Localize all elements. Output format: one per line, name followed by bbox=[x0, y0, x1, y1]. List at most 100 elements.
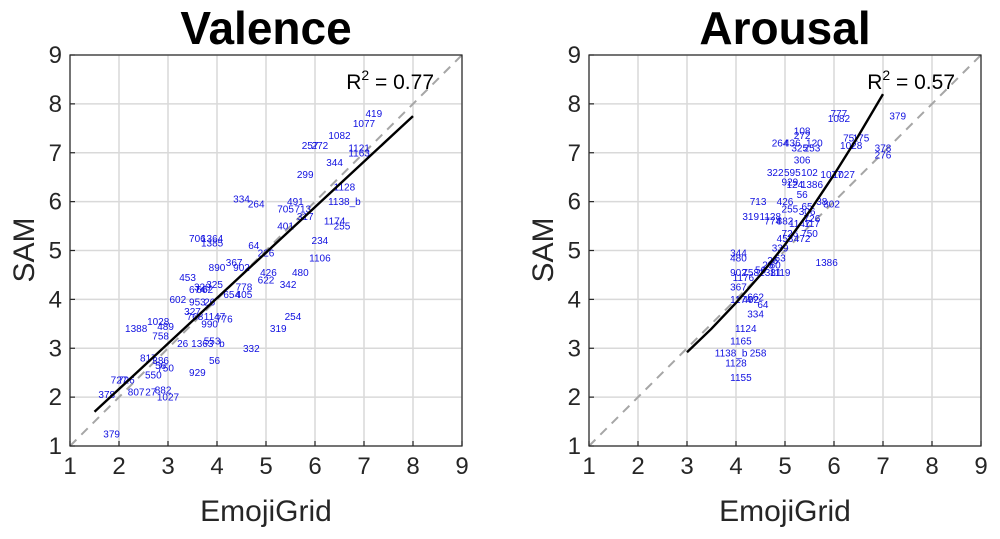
y-tick-label: 9 bbox=[49, 42, 62, 69]
data-point-label: 234 bbox=[312, 236, 329, 247]
data-point-label: 264 bbox=[772, 138, 789, 149]
data-point-label: 367 bbox=[226, 258, 243, 269]
data-point-label: 56 bbox=[755, 266, 767, 277]
data-point-label: 1128 bbox=[725, 358, 747, 369]
data-point-label: 480 bbox=[730, 253, 747, 264]
data-point-label: 1138_b bbox=[715, 349, 748, 360]
y-tick-label: 9 bbox=[568, 42, 581, 69]
data-point-label: 258 bbox=[750, 349, 767, 360]
data-point-label: 1363 bbox=[191, 339, 214, 350]
data-point-label: 325 bbox=[206, 280, 223, 291]
y-axis-label: SAM bbox=[8, 217, 41, 282]
data-point-label: 1381 bbox=[759, 268, 782, 279]
data-point-label: b bbox=[219, 339, 225, 350]
data-point-label: 491 bbox=[287, 197, 304, 208]
data-point-label: 379 bbox=[103, 429, 120, 440]
data-point-label: 378 bbox=[875, 143, 892, 154]
data-point-label: 56 bbox=[797, 190, 809, 201]
data-point-label: 56 bbox=[155, 361, 167, 372]
data-point-label: 56 bbox=[209, 356, 221, 367]
y-tick-label: 3 bbox=[49, 335, 62, 362]
data-point-label: 890 bbox=[209, 263, 226, 274]
data-point-label: 108 bbox=[794, 126, 811, 137]
data-point-label: 654 bbox=[223, 290, 240, 301]
data-point-label: 705 bbox=[277, 204, 294, 215]
data-point-label: 327 bbox=[184, 307, 201, 318]
data-point-label: 264 bbox=[248, 200, 265, 211]
x-tick-label: 1 bbox=[63, 453, 76, 480]
data-point-label: 1119 bbox=[770, 268, 791, 279]
data-point-label: 882 bbox=[777, 217, 794, 228]
y-tick-label: 8 bbox=[568, 91, 581, 118]
data-point-label: 60 bbox=[770, 261, 782, 272]
identity-line bbox=[69, 54, 463, 447]
data-point-label: 386 bbox=[152, 356, 169, 367]
data-point-label: 64 bbox=[757, 300, 769, 311]
data-point-label: 436 bbox=[784, 138, 801, 149]
x-tick-label: 6 bbox=[308, 453, 321, 480]
data-point-label: 75 bbox=[843, 134, 855, 145]
y-tick-label: 2 bbox=[49, 384, 62, 411]
data-point-label: 726 bbox=[804, 214, 821, 225]
data-point-label: 713 bbox=[750, 197, 767, 208]
r-squared-annotation: R2 = 0.77 bbox=[346, 67, 434, 94]
data-point-label: 322 bbox=[767, 168, 784, 179]
x-tick-label: 7 bbox=[876, 453, 889, 480]
x-tick-label: 8 bbox=[925, 453, 938, 480]
data-point-label: 602 bbox=[169, 295, 186, 306]
data-point-label: 1121 bbox=[348, 143, 370, 154]
chart-title: Arousal bbox=[699, 2, 870, 54]
y-tick-label: 3 bbox=[568, 335, 581, 362]
data-point-label: 750 bbox=[801, 229, 818, 240]
y-tick-label: 5 bbox=[568, 238, 581, 265]
data-point-label: 257 bbox=[302, 141, 319, 152]
data-point-label: 379 bbox=[889, 112, 906, 123]
data-point-label: 1386 bbox=[816, 258, 839, 269]
data-point-label: 1028 bbox=[147, 317, 170, 328]
data-point-label: 65 bbox=[801, 202, 813, 213]
data-point-label: 306 bbox=[799, 207, 816, 218]
data-point-label: 272 bbox=[312, 141, 329, 152]
data-point-label: 344 bbox=[730, 248, 747, 259]
regression-line bbox=[93, 115, 414, 413]
data-point-label: 706 bbox=[189, 234, 206, 245]
y-axis-label: SAM bbox=[527, 217, 560, 282]
data-point-label: 1027 bbox=[833, 170, 856, 181]
data-point-label: 758 bbox=[152, 332, 169, 343]
x-tick-label: 7 bbox=[357, 453, 370, 480]
data-point-label: 1077 bbox=[820, 170, 843, 181]
data-point-label: 64 bbox=[248, 241, 260, 252]
chart-title: Valence bbox=[180, 2, 351, 54]
data-point-label: 595 bbox=[784, 168, 801, 179]
data-point-label: 320 bbox=[194, 283, 211, 294]
data-point-label: 489 bbox=[157, 322, 174, 333]
data-point-label: 807 bbox=[128, 388, 145, 399]
data-point-label: 1147 bbox=[204, 312, 226, 323]
data-point-label: 255 bbox=[782, 204, 799, 215]
x-tick-label: 3 bbox=[680, 453, 693, 480]
data-point-label: 253 bbox=[804, 143, 821, 154]
data-point-label: 419 bbox=[365, 109, 382, 120]
x-tick-label: 4 bbox=[729, 453, 742, 480]
x-axis-label: EmojiGrid bbox=[200, 495, 332, 528]
data-point-label: 325 bbox=[791, 143, 808, 154]
data-point-label: 953 bbox=[189, 297, 206, 308]
data-point-label: 120 bbox=[806, 138, 823, 149]
data-point-label: 378 bbox=[98, 390, 115, 401]
data-point-label: 426 bbox=[260, 268, 277, 279]
x-tick-label: 8 bbox=[406, 453, 419, 480]
x-axis-label: EmojiGrid bbox=[719, 495, 851, 528]
y-tick-label: 5 bbox=[49, 238, 62, 265]
data-point-label: 342 bbox=[280, 280, 297, 291]
data-point-label: 26 bbox=[177, 339, 189, 350]
data-point-label: 1155 bbox=[730, 373, 752, 384]
y-tick-label: 7 bbox=[568, 140, 581, 167]
data-point-label: 453 bbox=[179, 273, 196, 284]
data-point-label: 255 bbox=[334, 222, 351, 233]
data-point-label: 402 bbox=[742, 295, 759, 306]
y-tick-label: 4 bbox=[49, 286, 62, 313]
data-point-label: 662 bbox=[747, 292, 764, 303]
r-squared-annotation: R2 = 0.57 bbox=[867, 67, 955, 94]
